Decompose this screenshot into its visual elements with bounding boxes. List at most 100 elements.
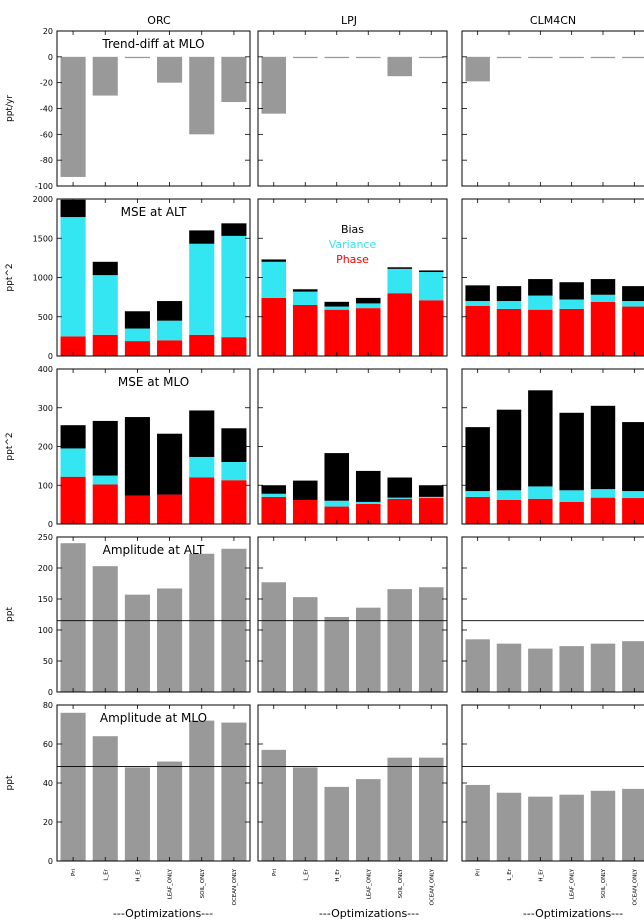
- bar: [60, 712, 86, 861]
- phase-segment: [496, 308, 522, 356]
- bar: [261, 582, 287, 692]
- y-tick-label: 100: [38, 626, 53, 635]
- bar: [355, 607, 381, 692]
- bar: [189, 720, 215, 861]
- bias-segment: [622, 286, 644, 302]
- variance-segment: [418, 496, 444, 499]
- bar: [622, 788, 644, 861]
- phase-segment: [124, 341, 150, 356]
- bar: [157, 761, 183, 861]
- panel-title: MSE at MLO: [118, 375, 189, 389]
- variance-segment: [622, 301, 644, 307]
- y-tick-label: 0: [48, 352, 53, 361]
- bar: [92, 736, 118, 861]
- bar: [324, 56, 350, 59]
- bar: [355, 779, 381, 861]
- chart-row-2: ppt^2 400 300 200 100 0 MSE at MLO: [5, 365, 644, 529]
- chart-row-0: ppt/yr 20 0 -20 -40 -60 -80 -100 Trend-diff at M…: [5, 27, 644, 191]
- bar: [590, 790, 616, 861]
- phase-segment: [221, 480, 247, 524]
- bias-segment: [324, 301, 350, 307]
- bar: [418, 587, 444, 692]
- variance-segment: [189, 243, 215, 335]
- bar: [590, 56, 616, 59]
- variance-segment: [60, 448, 86, 477]
- bar: [559, 794, 584, 861]
- variance-segment: [355, 303, 381, 309]
- panel-lpj-1: Bias Variance Phase: [257, 198, 448, 357]
- x-tick-label: L_Er: [103, 868, 109, 880]
- bias-segment: [496, 286, 522, 302]
- variance-segment: [157, 320, 183, 341]
- y-axis-label: ppt: [5, 775, 15, 790]
- panel-clm4cn-2: [461, 368, 644, 525]
- x-tick-label: LEAF_ONLY: [366, 868, 372, 899]
- bar: [387, 589, 413, 692]
- bar: [261, 749, 287, 861]
- bias-segment: [221, 428, 247, 462]
- bias-segment: [92, 261, 118, 276]
- column-title-orc: ORC: [147, 14, 171, 27]
- phase-segment: [528, 309, 553, 356]
- y-tick-label: 250: [38, 533, 53, 542]
- panel-clm4cn-4: Pri L_Er H_Er LEAF_ONLY SOIL_ONLY OCEAN_ONLY: [461, 704, 644, 905]
- y-tick-label: 2000: [33, 195, 53, 204]
- x-tick-label: L_Er: [507, 868, 513, 880]
- y-tick-label: -40: [40, 105, 53, 114]
- xlabel-clm4cn: ---Optimizations---: [523, 907, 623, 920]
- y-tick-label: 500: [38, 313, 53, 322]
- variance-segment: [324, 500, 350, 507]
- panel-frame: [257, 536, 448, 693]
- panel-frame: [56, 30, 251, 187]
- panel-orc-2: 400 300 200 100 0 MSE at MLO: [38, 365, 251, 529]
- bar: [622, 56, 644, 59]
- panel-clm4cn-1: [461, 198, 644, 357]
- phase-segment: [189, 477, 215, 524]
- phase-segment: [590, 497, 616, 524]
- column-titles: ORC LPJ CLM4CN: [147, 14, 576, 27]
- variance-segment: [261, 261, 287, 298]
- bias-segment: [622, 422, 644, 492]
- phase-segment: [261, 297, 287, 356]
- bar: [124, 767, 150, 861]
- bias-segment: [92, 420, 118, 476]
- variance-segment: [465, 491, 490, 497]
- y-tick-label: 1000: [33, 274, 53, 283]
- panel-lpj-2: [257, 368, 448, 525]
- variance-segment: [92, 275, 118, 335]
- y-axis-label: ppt^2: [5, 432, 15, 460]
- y-tick-label: 0: [48, 53, 53, 62]
- y-tick-label: 0: [48, 688, 53, 697]
- panel-title: Trend-diff at MLO: [101, 37, 204, 51]
- phase-segment: [387, 498, 413, 524]
- variance-segment: [418, 272, 444, 301]
- bias-segment: [418, 485, 444, 497]
- bias-segment: [465, 427, 490, 492]
- panel-orc-4: 80 60 40 20 0 Amplitude at MLO Pri L_Er H_Er LEAF…: [43, 701, 251, 905]
- bias-segment: [355, 297, 381, 304]
- phase-segment: [465, 305, 490, 356]
- panel-frame: [56, 368, 251, 525]
- bar: [292, 597, 318, 692]
- bias-segment: [559, 412, 584, 491]
- variance-segment: [622, 491, 644, 499]
- variance-segment: [528, 295, 553, 310]
- panel-orc-0: 20 0 -20 -40 -60 -80 -100 Trend-diff at MLO: [35, 27, 251, 191]
- x-tick-label: SOIL_ONLY: [200, 868, 206, 898]
- y-tick-label: 50: [43, 657, 53, 666]
- bar: [221, 722, 247, 861]
- phase-segment: [324, 309, 350, 356]
- bar: [465, 784, 490, 861]
- bias-segment: [559, 282, 584, 300]
- phase-segment: [559, 308, 584, 356]
- phase-segment: [261, 496, 287, 524]
- y-tick-label: 200: [38, 443, 53, 452]
- bias-segment: [124, 311, 150, 329]
- bar: [60, 56, 86, 177]
- phase-segment: [60, 336, 86, 356]
- variance-segment: [559, 299, 584, 309]
- bar: [528, 796, 553, 861]
- xlabel-orc: ---Optimizations---: [113, 907, 213, 920]
